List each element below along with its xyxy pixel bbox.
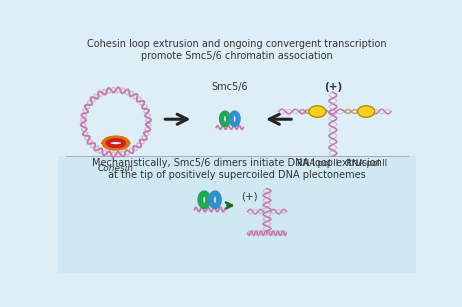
Text: Cohesin: Cohesin [98,164,134,173]
Ellipse shape [358,106,375,117]
Text: RNA pol II: RNA pol II [346,159,387,168]
Ellipse shape [309,106,326,117]
Text: (+): (+) [241,192,257,202]
Text: Cohesin loop extrusion and ongoing convergent transcription
promote Smc5/6 chrom: Cohesin loop extrusion and ongoing conve… [87,39,387,61]
Bar [58,156,416,273]
Text: Smc5/6: Smc5/6 [212,82,248,92]
Bar [58,37,416,156]
Text: (+): (+) [324,82,342,92]
Text: RNA pol II: RNA pol II [297,159,338,168]
Text: Mechanistically, Smc5/6 dimers initiate DNA loop extrusion
at the tip of positiv: Mechanistically, Smc5/6 dimers initiate … [92,158,382,180]
